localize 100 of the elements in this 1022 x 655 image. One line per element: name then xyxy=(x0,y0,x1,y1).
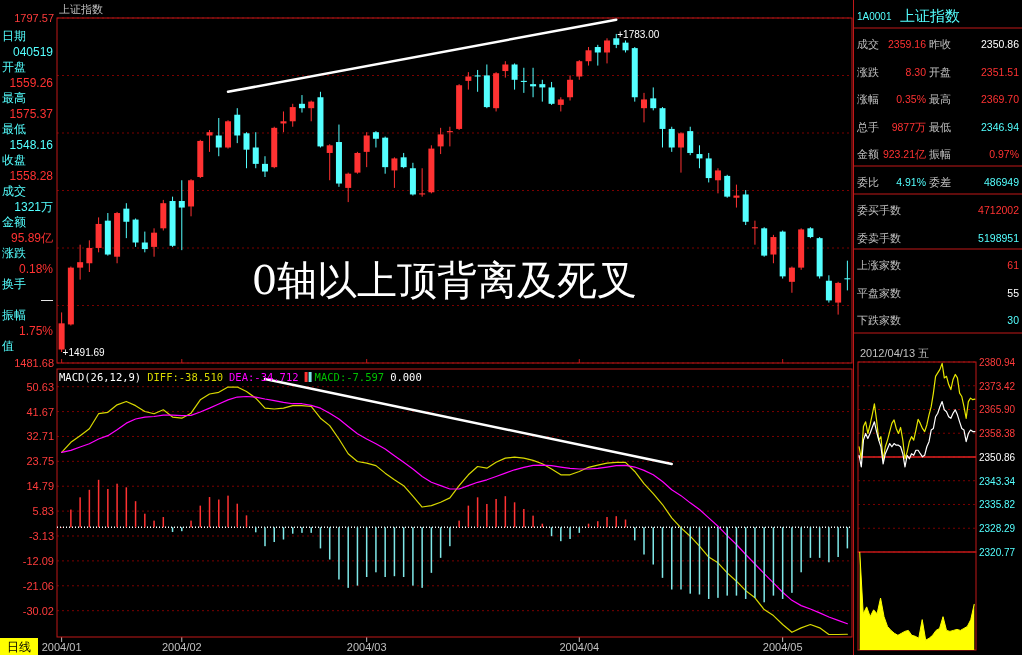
y-tick-label: 2365.90 xyxy=(979,404,1016,416)
annotation: +1491.69 xyxy=(62,347,106,359)
text: 委比 xyxy=(857,176,879,188)
y-tick-label: -21.06 xyxy=(22,579,54,592)
candlestick xyxy=(770,234,777,264)
text: 2369.70 xyxy=(981,93,1020,106)
chart-title: MACD(26,12,9) xyxy=(59,371,142,383)
text: 涨跌 xyxy=(857,65,879,78)
text: 委差 xyxy=(929,176,951,188)
y-tick-label: 14.79 xyxy=(26,480,54,493)
candlestick xyxy=(677,131,684,174)
y-tick-label: 2373.42 xyxy=(979,380,1016,392)
candlestick xyxy=(123,202,130,239)
candlestick xyxy=(243,131,250,169)
candlestick xyxy=(289,103,296,128)
text: 最低 xyxy=(2,122,26,136)
text: 1558.28 xyxy=(9,168,54,183)
text: 2351.51 xyxy=(981,65,1020,78)
text: 040519 xyxy=(12,44,54,59)
text: 9877万 xyxy=(891,120,926,133)
x-tick-label: 2004/03 xyxy=(346,641,387,653)
candlestick xyxy=(659,106,666,148)
y-tick-label: 2328.29 xyxy=(979,523,1016,535)
text: 下跌家数 xyxy=(857,314,901,326)
candlestick xyxy=(298,94,305,114)
text: 486949 xyxy=(983,176,1020,188)
y-tick-label: 2358.38 xyxy=(979,428,1016,440)
candlestick xyxy=(687,126,694,156)
text: 委买手数 xyxy=(857,204,901,216)
series-label: DIFF:-38.510 xyxy=(147,371,224,383)
text: 2346.94 xyxy=(981,120,1020,133)
x-tick-label: 2004/02 xyxy=(161,641,202,653)
y-tick-label: 2335.82 xyxy=(979,499,1016,511)
candlestick xyxy=(844,260,851,291)
y-tick-label: 1481.68 xyxy=(14,357,54,369)
text: 8.30 xyxy=(905,65,927,78)
candlestick xyxy=(714,167,721,194)
series-label: DEA:-34.712 xyxy=(229,371,299,383)
candlestick xyxy=(261,155,268,178)
y-tick-label: 50.63 xyxy=(26,380,54,393)
candlestick xyxy=(825,274,832,304)
text: 1.75% xyxy=(18,323,54,338)
text: 最高 xyxy=(2,91,26,105)
text: 4.91% xyxy=(896,176,926,188)
candlestick xyxy=(252,131,259,169)
candlestick xyxy=(326,143,333,181)
text: 金额 xyxy=(857,148,879,161)
annotation: 0轴以上顶背离及死叉 xyxy=(251,257,638,303)
text: 昨收 xyxy=(929,38,951,50)
candlestick xyxy=(604,37,611,64)
text: 61 xyxy=(1007,259,1020,271)
text: 涨幅 xyxy=(857,93,879,106)
text: 日线 xyxy=(7,640,31,654)
y-tick-label: 5.83 xyxy=(32,505,54,518)
text: 委卖手数 xyxy=(857,231,901,244)
candlestick xyxy=(372,130,379,148)
y-tick-label: 2350.86 xyxy=(979,451,1016,463)
text: 日期 xyxy=(2,29,26,43)
text: 95.89亿 xyxy=(10,230,53,245)
text: 923.21亿 xyxy=(882,148,926,161)
y-tick-label: 23.75 xyxy=(26,455,54,468)
y-tick-label: 32.71 xyxy=(26,430,54,443)
candlestick xyxy=(345,172,352,203)
text: 平盘家数 xyxy=(857,286,901,299)
y-tick-label: -30.02 xyxy=(22,604,54,617)
text: 1321万 xyxy=(14,199,53,214)
candlestick xyxy=(178,179,185,251)
chart-title: 上证指数 xyxy=(59,3,103,15)
candlestick xyxy=(308,100,315,122)
y-tick-label: 2343.34 xyxy=(979,475,1016,487)
line-series xyxy=(858,362,976,461)
candlestick xyxy=(705,152,712,183)
candlestick xyxy=(511,62,518,91)
candlestick xyxy=(733,184,740,209)
text: 振幅 xyxy=(2,308,26,322)
candlestick xyxy=(391,156,398,189)
text: 成交 xyxy=(2,184,26,198)
y-tick-label: 2320.77 xyxy=(979,547,1016,558)
candlestick xyxy=(86,239,93,273)
candlestick xyxy=(363,131,370,168)
annotation: +1783.00 xyxy=(617,28,660,40)
candlestick xyxy=(594,44,601,67)
candlestick xyxy=(354,151,361,175)
text: — xyxy=(41,292,53,307)
y-tick-label: -3.13 xyxy=(28,529,54,542)
text: 1A0001 xyxy=(857,11,892,22)
y-tick-label: 2380.94 xyxy=(979,357,1016,368)
y-tick-label: 41.67 xyxy=(26,405,54,418)
text: 金额 xyxy=(2,215,26,229)
text: 0.97% xyxy=(989,148,1019,161)
candlestick xyxy=(280,110,287,133)
candlestick xyxy=(474,69,481,93)
text: 1575.37 xyxy=(9,106,54,121)
candlestick xyxy=(141,231,148,253)
text: 成交 xyxy=(857,38,879,50)
text: 0.18% xyxy=(18,261,54,276)
text: 最高 xyxy=(929,93,951,106)
text: 30 xyxy=(1007,314,1020,326)
candlestick xyxy=(437,127,444,155)
text: 55 xyxy=(1007,286,1020,299)
